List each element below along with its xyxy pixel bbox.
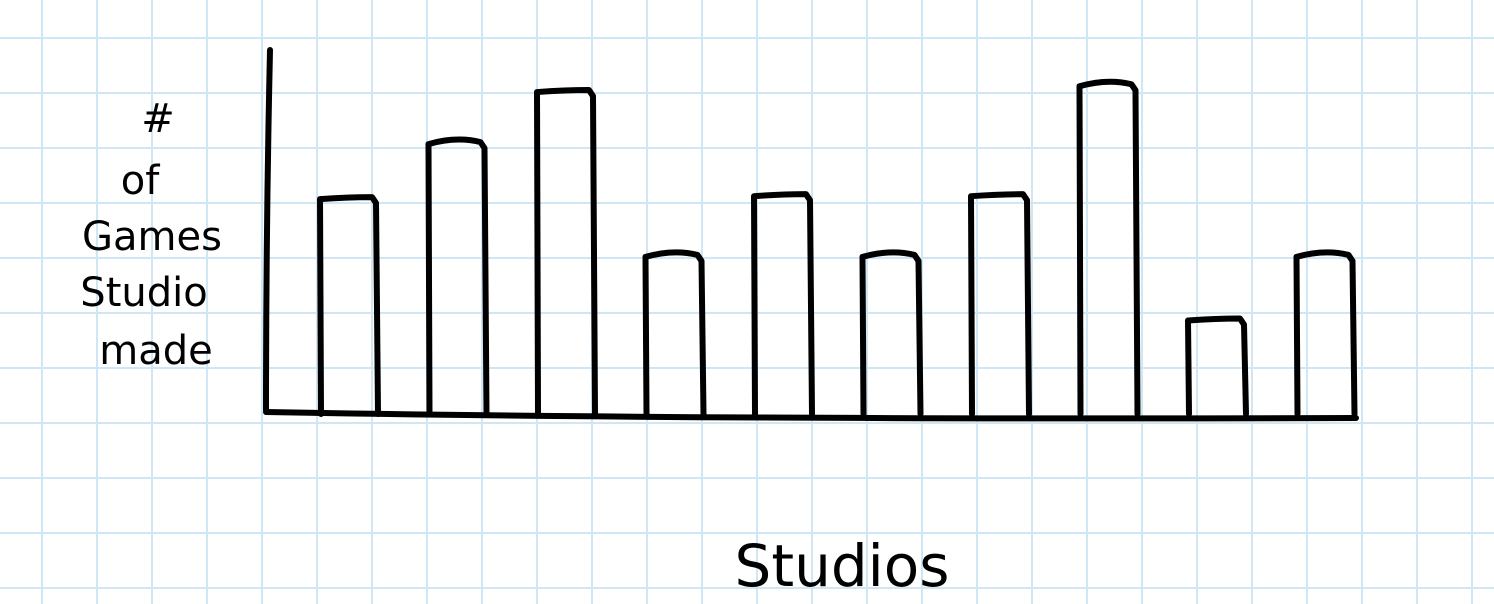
y-axis-label: # of Games Studio made — [80, 96, 222, 374]
bar-2 — [425, 136, 490, 417]
y-axis-label-line: Games — [82, 214, 222, 260]
x-axis-label: Studios — [735, 532, 950, 600]
bar-10 — [1293, 249, 1358, 417]
bar-9 — [1185, 315, 1249, 417]
y-axis-label-line: made — [99, 328, 212, 374]
x-axis-line — [263, 409, 1359, 422]
bar-8 — [1076, 78, 1141, 417]
y-axis-label-line: # — [141, 96, 175, 142]
bar-4 — [642, 249, 707, 417]
axis-labels: # of Games Studio made Studios — [80, 96, 949, 600]
bars — [317, 78, 1358, 417]
bar-3 — [534, 87, 598, 417]
bar-6 — [859, 249, 924, 417]
axes — [263, 47, 1359, 422]
bar-1 — [317, 194, 381, 417]
bar-7 — [968, 191, 1032, 417]
bar-5 — [751, 191, 815, 417]
y-axis-line — [263, 47, 273, 413]
y-axis-label-line: Studio — [80, 270, 207, 316]
y-axis-label-line: of — [121, 158, 160, 204]
